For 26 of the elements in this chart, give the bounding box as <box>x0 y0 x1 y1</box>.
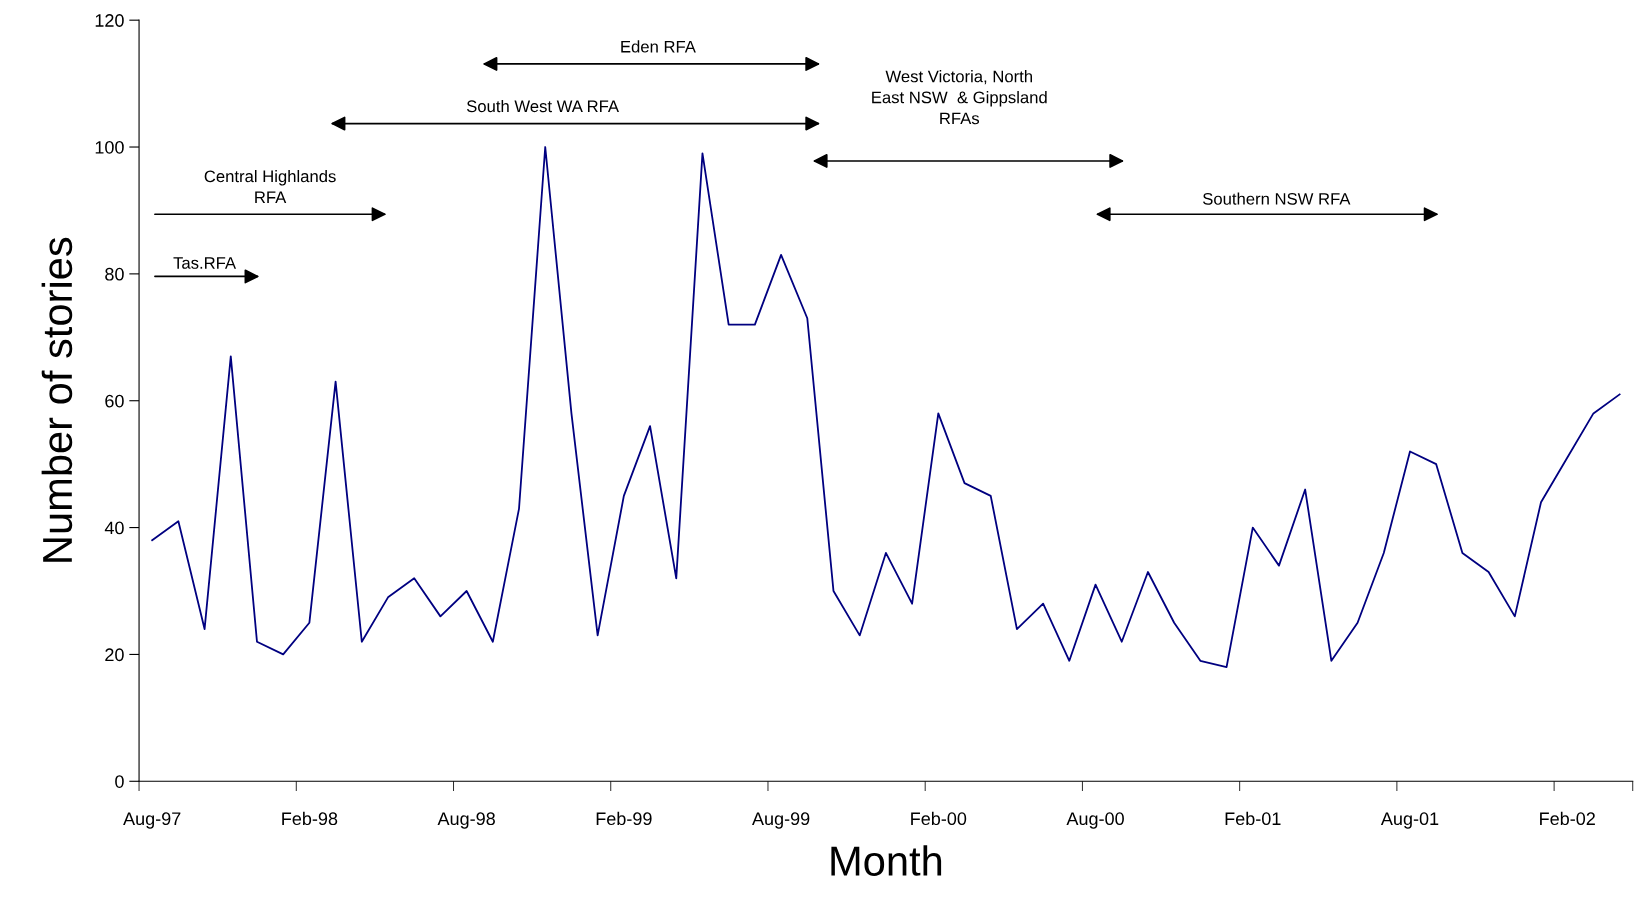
x-tick-label: Aug-98 <box>437 812 495 829</box>
annotation: Tas.RFA <box>173 257 237 269</box>
y-tick-label: 80 <box>105 267 124 281</box>
annotation: South West WA RFA <box>466 99 619 113</box>
x-tick-label: Feb-98 <box>282 811 338 826</box>
x-tick-label: Aug-99 <box>752 812 810 829</box>
y-axis-title: Number of stories <box>41 237 73 562</box>
y-tick-label: 120 <box>95 14 124 27</box>
x-tick-label: Aug-97 <box>123 812 181 829</box>
x-axis-title: Month <box>831 845 942 876</box>
y-tick-label: 0 <box>115 775 124 788</box>
annotation: Southern NSW RFA <box>1203 192 1351 205</box>
x-tick-label: Feb-99 <box>596 811 652 826</box>
x-tick-label: Feb-02 <box>1540 811 1595 826</box>
y-tick-label: 40 <box>104 521 124 535</box>
annotation: West Victoria, North East NSW & Gippsland RFAs <box>872 70 1047 125</box>
y-tick-label: 60 <box>105 394 124 408</box>
x-tick-label: Aug-01 <box>1380 812 1439 829</box>
annotation: Eden RFA <box>621 40 696 53</box>
annotation: Central Highlands RFA <box>204 170 336 204</box>
y-tick-label: 20 <box>105 648 124 662</box>
x-tick-label: Feb-00 <box>911 811 967 826</box>
x-tick-label: Aug-00 <box>1066 812 1124 829</box>
y-tick-label: 100 <box>95 140 124 154</box>
line-series <box>151 146 1621 669</box>
x-tick-label: Feb-01 <box>1225 811 1281 826</box>
